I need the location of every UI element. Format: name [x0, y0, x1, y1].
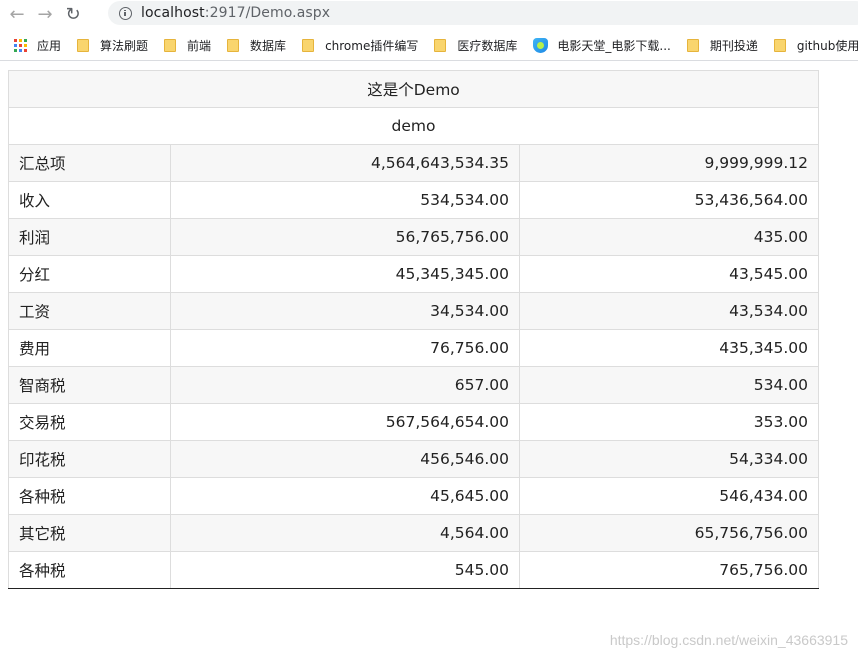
row-value-2-cell: 353.00 [518, 403, 820, 441]
table-title-row: 这是个Demo [7, 70, 820, 108]
row-label-cell: 分红 [8, 255, 171, 293]
table-row: 各种税 45,645.00 546,434.00 [8, 477, 820, 515]
row-value-2-cell: 43,545.00 [518, 255, 820, 293]
row-label-cell: 各种税 [8, 477, 171, 515]
row-value-2-cell: 54,334.00 [518, 440, 820, 478]
folder-icon [164, 38, 177, 52]
row-value-1-cell: 34,534.00 [170, 292, 520, 330]
bookmark-chrome-plugin[interactable]: chrome插件编写 [302, 37, 418, 54]
table-row: 印花税 456,546.00 54,334.00 [8, 440, 820, 478]
row-value-2-cell: 9,999,999.12 [518, 144, 820, 182]
row-value-1-cell: 45,645.00 [170, 477, 520, 515]
row-value-1-cell: 4,564,643,534.35 [170, 144, 520, 182]
row-label-cell: 交易税 [8, 403, 171, 441]
browser-nav-bar: ← → ↻ localhost:2917/Demo.aspx [0, 0, 858, 28]
bookmark-label: 期刊投递 [709, 38, 758, 53]
row-label-cell: 利润 [8, 218, 171, 256]
row-value-1-cell: 534,534.00 [170, 181, 520, 219]
bookmark-frontend[interactable]: 前端 [164, 37, 211, 54]
row-label-cell: 智商税 [8, 366, 171, 404]
back-arrow-icon[interactable]: ← [9, 3, 25, 25]
url-text[interactable]: localhost:2917/Demo.aspx [141, 5, 330, 21]
row-value-2-cell: 53,436,564.00 [518, 181, 820, 219]
bookmark-algo[interactable]: 算法刷题 [77, 37, 148, 54]
bookmark-label: 数据库 [250, 38, 287, 53]
table-row: 收入 534,534.00 53,436,564.00 [8, 181, 820, 219]
row-value-1-cell: 567,564,654.00 [170, 403, 520, 441]
folder-icon [302, 38, 315, 52]
table-row: 费用 76,756.00 435,345.00 [8, 329, 820, 367]
folder-icon [77, 38, 90, 52]
row-value-1-cell: 4,564.00 [170, 514, 520, 552]
row-label-cell: 收入 [8, 181, 171, 219]
table-subtitle: demo [7, 107, 820, 145]
row-value-1-cell: 657.00 [170, 366, 520, 404]
row-label-cell: 费用 [8, 329, 171, 367]
url-host: localhost [141, 5, 205, 21]
row-value-2-cell: 546,434.00 [518, 477, 820, 515]
row-value-1-cell: 76,756.00 [170, 329, 520, 367]
info-icon[interactable] [119, 6, 132, 20]
table-row: 交易税 567,564,654.00 353.00 [8, 403, 820, 441]
table-row: 利润 56,765,756.00 435.00 [8, 218, 820, 256]
bookmark-label: 前端 [187, 38, 212, 53]
row-value-2-cell: 765,756.00 [518, 551, 820, 589]
bookmark-database[interactable]: 数据库 [227, 37, 286, 54]
table-row: 分红 45,345,345.00 43,545.00 [8, 255, 820, 293]
row-label-cell: 其它税 [8, 514, 171, 552]
bookmark-label: github使用 [796, 38, 858, 53]
address-bar[interactable]: localhost:2917/Demo.aspx [108, 1, 858, 25]
table-subtitle-row: demo [7, 107, 820, 145]
table-row: 工资 34,534.00 43,534.00 [8, 292, 820, 330]
table-title: 这是个Demo [7, 70, 820, 108]
table-row: 智商税 657.00 534.00 [8, 366, 820, 404]
row-value-2-cell: 534.00 [518, 366, 820, 404]
row-value-2-cell: 65,756,756.00 [518, 514, 820, 552]
folder-icon [434, 38, 447, 52]
forward-arrow-icon[interactable]: → [37, 3, 53, 25]
bookmark-label: 电影天堂_电影下载... [557, 38, 671, 53]
bookmark-medical-db[interactable]: 医疗数据库 [434, 37, 517, 54]
row-label-cell: 汇总项 [8, 144, 171, 182]
table-row: 各种税 545.00 765,756.00 [8, 551, 820, 589]
row-label-cell: 印花税 [8, 440, 171, 478]
row-value-1-cell: 45,345,345.00 [170, 255, 520, 293]
apps-icon [14, 38, 27, 52]
bookmark-journal[interactable]: 期刊投递 [686, 37, 758, 54]
row-value-2-cell: 43,534.00 [518, 292, 820, 330]
row-value-2-cell: 435.00 [518, 218, 820, 256]
bookmark-github[interactable]: github使用 [773, 37, 858, 54]
row-value-2-cell: 435,345.00 [518, 329, 820, 367]
row-value-1-cell: 56,765,756.00 [170, 218, 520, 256]
bookmark-apps[interactable]: 应用 [14, 37, 61, 54]
row-value-1-cell: 545.00 [170, 551, 520, 589]
folder-icon [773, 38, 786, 52]
bookmark-label: 算法刷题 [100, 38, 149, 53]
folder-icon [686, 38, 699, 52]
watermark: https://blog.csdn.net/weixin_43663915 [609, 632, 848, 648]
bookmark-label: 应用 [37, 38, 62, 53]
bookmark-movie[interactable]: 电影天堂_电影下载... [533, 37, 671, 54]
row-label-cell: 各种税 [8, 551, 171, 589]
row-label-cell: 工资 [8, 292, 171, 330]
bookmarks-bar: 应用 算法刷题 前端 数据库 chrome插件编写 医疗数据库 电影天堂_电影下… [0, 30, 858, 61]
demo-table: 这是个Demo demo 汇总项 4,564,643,534.35 9,999,99… [7, 70, 820, 589]
bookmark-label: 医疗数据库 [457, 38, 518, 53]
reload-icon[interactable]: ↻ [65, 3, 81, 25]
table-row: 汇总项 4,564,643,534.35 9,999,999.12 [8, 144, 820, 182]
bookmark-label: chrome插件编写 [325, 38, 419, 53]
table-row: 其它税 4,564.00 65,756,756.00 [8, 514, 820, 552]
shield-icon [533, 37, 549, 53]
row-value-1-cell: 456,546.00 [170, 440, 520, 478]
url-path: :2917/Demo.aspx [204, 5, 331, 21]
folder-icon [227, 38, 240, 52]
